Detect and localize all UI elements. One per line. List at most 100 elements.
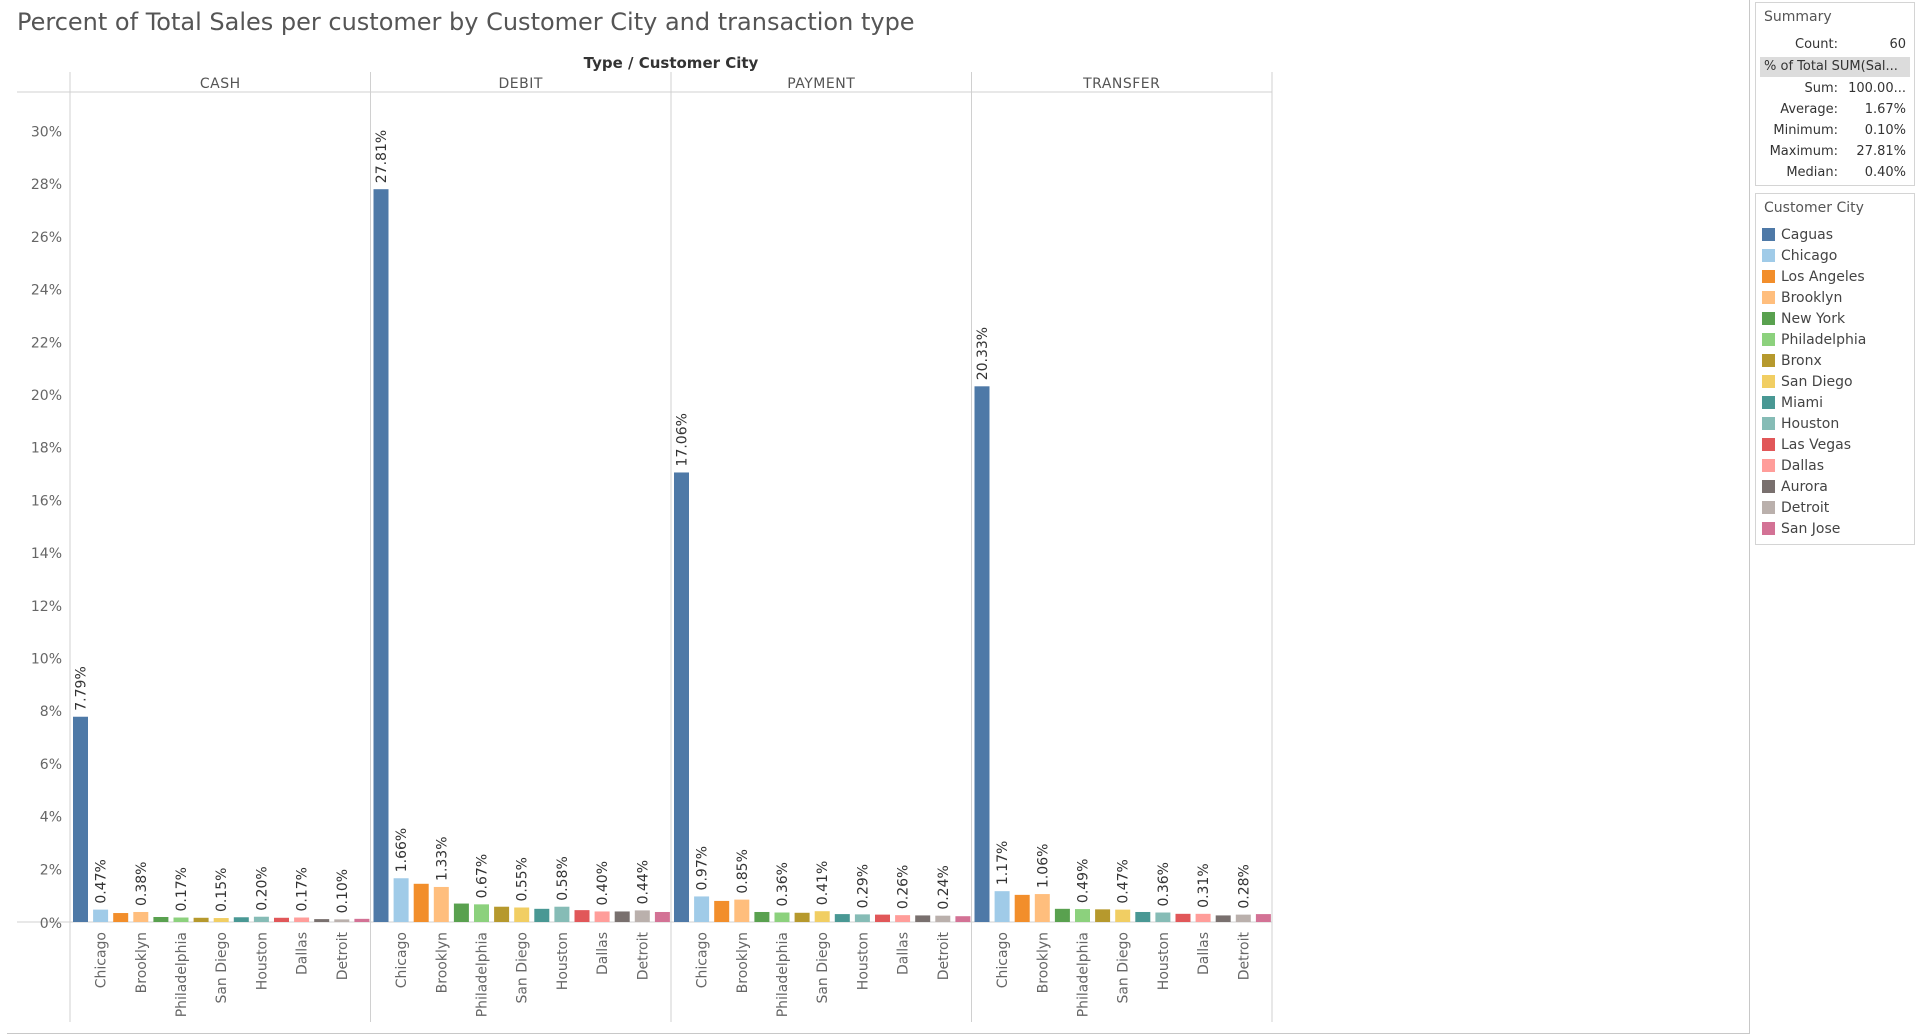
bar[interactable] [233, 917, 249, 922]
bar[interactable] [814, 911, 830, 922]
legend-item[interactable]: Miami [1762, 393, 1823, 414]
bar[interactable] [614, 911, 630, 922]
legend-item[interactable]: Dallas [1762, 456, 1824, 477]
data-label: 0.26% [896, 865, 912, 909]
bar[interactable] [173, 917, 189, 922]
bar[interactable] [674, 472, 689, 922]
summary-row: Median: 0.40% [1760, 163, 1910, 183]
bar[interactable] [113, 913, 129, 922]
bar[interactable] [494, 906, 510, 922]
bar[interactable] [253, 916, 269, 922]
bar[interactable] [854, 914, 870, 922]
bar[interactable] [1155, 912, 1171, 922]
bar[interactable] [213, 918, 229, 922]
bar[interactable] [694, 896, 710, 922]
pane-header-debit[interactable]: DEBIT [499, 76, 543, 92]
bar[interactable] [994, 891, 1010, 922]
pane-header-transfer[interactable]: TRANSFER [1082, 76, 1160, 92]
bar[interactable] [1095, 909, 1111, 922]
data-label: 1.33% [434, 836, 450, 880]
bar[interactable] [594, 911, 610, 922]
bar[interactable] [93, 909, 109, 922]
data-label: 0.97% [695, 846, 711, 890]
bar[interactable] [974, 386, 990, 922]
legend-item[interactable]: Caguas [1762, 225, 1833, 246]
bar[interactable] [1054, 908, 1070, 922]
legend-item[interactable]: Detroit [1762, 498, 1829, 519]
bar[interactable] [1215, 915, 1231, 922]
legend-item[interactable]: Bronx [1762, 351, 1822, 372]
bar[interactable] [453, 903, 469, 922]
legend-item[interactable]: Philadelphia [1762, 330, 1866, 351]
legend-item[interactable]: Las Vegas [1762, 435, 1851, 456]
legend-item[interactable]: Houston [1762, 414, 1839, 435]
bar[interactable] [634, 910, 650, 922]
bar[interactable] [1255, 914, 1271, 922]
bar[interactable] [935, 915, 951, 922]
x-tick-label: Chicago [394, 932, 410, 988]
x-tick-label: San Diego [515, 932, 531, 1004]
legend-item[interactable]: Aurora [1762, 477, 1828, 498]
bar[interactable] [294, 917, 310, 922]
bar[interactable] [554, 906, 570, 922]
bar[interactable] [373, 189, 389, 923]
bar[interactable] [474, 904, 489, 922]
bar[interactable] [955, 916, 971, 922]
bar[interactable] [915, 915, 931, 922]
y-tick-label: 10% [31, 652, 62, 668]
bar[interactable] [1075, 909, 1090, 922]
bar[interactable] [794, 912, 810, 922]
bar[interactable] [393, 878, 409, 922]
bar[interactable] [774, 912, 790, 922]
bar[interactable] [413, 883, 429, 922]
data-label: 27.81% [374, 130, 390, 183]
bar[interactable] [334, 919, 350, 922]
bar-chart[interactable]: Type / Customer City CASH DEBIT PAYMENT TRAN… [0, 0, 1750, 1034]
bar[interactable] [754, 911, 770, 922]
bar[interactable] [1175, 913, 1191, 922]
bar[interactable] [714, 900, 730, 922]
data-label: 0.47% [94, 859, 110, 903]
pane-header-cash[interactable]: CASH [200, 76, 241, 92]
bar[interactable] [654, 911, 670, 922]
bar[interactable] [1014, 894, 1030, 922]
data-label: 0.20% [254, 866, 270, 910]
legend-item[interactable]: Los Angeles [1762, 267, 1865, 288]
bar[interactable] [354, 918, 370, 922]
x-tick-label: Houston [855, 932, 871, 990]
bar[interactable] [1034, 894, 1050, 922]
bar[interactable] [73, 716, 88, 922]
legend-panel: Customer City Caguas Chicago Los Angeles Br… [1755, 193, 1915, 545]
bar[interactable] [834, 914, 850, 922]
bar[interactable] [534, 908, 550, 922]
data-label: 0.38% [134, 862, 150, 906]
bar[interactable] [274, 917, 289, 922]
legend-item[interactable]: Chicago [1762, 246, 1837, 267]
x-tick-label: Detroit [1236, 931, 1252, 980]
bar[interactable] [314, 919, 330, 922]
pane-header-payment[interactable]: PAYMENT [787, 76, 855, 92]
bar[interactable] [514, 907, 530, 922]
legend-item[interactable]: Brooklyn [1762, 288, 1842, 309]
legend-swatch [1762, 228, 1775, 241]
bar[interactable] [1135, 911, 1151, 922]
bar[interactable] [734, 899, 750, 922]
bar[interactable] [895, 915, 911, 922]
legend-item[interactable]: New York [1762, 309, 1845, 330]
y-tick-label: 28% [31, 177, 62, 193]
bar[interactable] [133, 911, 149, 922]
bar[interactable] [574, 910, 590, 922]
legend-swatch [1762, 270, 1775, 283]
summary-measure-row[interactable]: % of Total SUM(Sal... [1760, 57, 1910, 77]
bar[interactable] [193, 917, 209, 922]
bar[interactable] [875, 914, 890, 922]
y-tick-label: 2% [40, 862, 62, 878]
bar[interactable] [153, 916, 169, 922]
bar[interactable] [1235, 914, 1251, 922]
legend-item[interactable]: San Jose [1762, 519, 1840, 540]
data-label: 0.36% [775, 862, 791, 906]
bar[interactable] [1195, 913, 1211, 922]
bar[interactable] [1115, 909, 1131, 922]
legend-item[interactable]: San Diego [1762, 372, 1853, 393]
bar[interactable] [433, 886, 449, 922]
